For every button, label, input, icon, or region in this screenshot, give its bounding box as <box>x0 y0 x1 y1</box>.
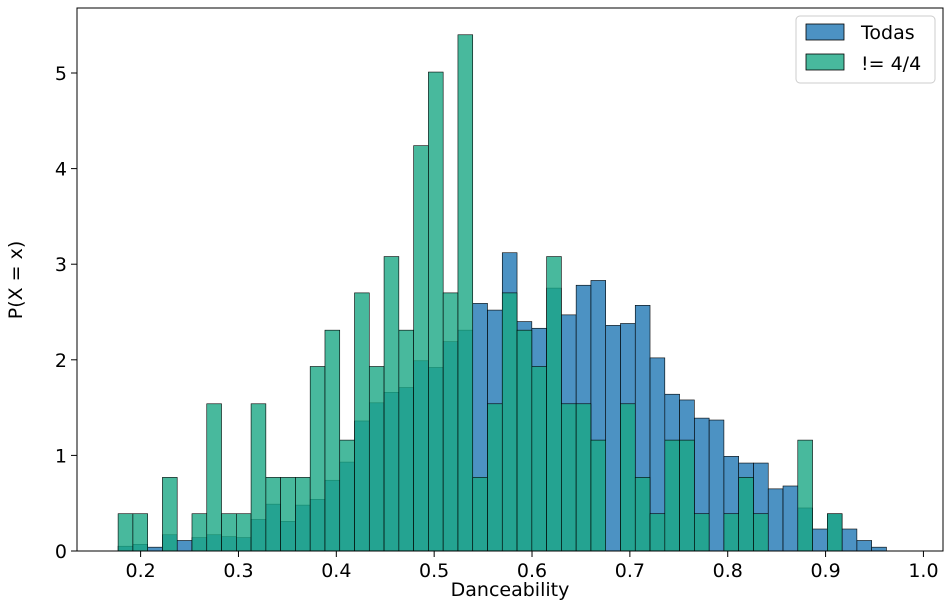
x-tick-label: 0.6 <box>517 560 547 582</box>
bar <box>472 477 488 552</box>
bar <box>516 329 533 552</box>
x-tick-label: 0.3 <box>223 560 253 582</box>
legend-label-not-4-4: != 4/4 <box>861 53 921 75</box>
bar <box>383 256 400 552</box>
bar <box>132 513 148 552</box>
legend: Todas != 4/4 <box>795 15 936 84</box>
bar <box>590 439 607 552</box>
bar <box>176 540 193 552</box>
legend-swatch-not-4-4 <box>805 53 845 71</box>
bar <box>280 477 296 552</box>
bar <box>339 439 355 552</box>
bar <box>723 513 739 552</box>
bar <box>605 325 621 552</box>
bar <box>649 513 666 552</box>
bar <box>457 34 474 552</box>
bar <box>162 477 178 552</box>
bar <box>413 145 429 552</box>
y-axis-ticks: 0 1 2 3 4 5 <box>55 63 77 563</box>
bar <box>324 329 341 552</box>
bars-group <box>117 34 887 552</box>
bar <box>664 439 680 552</box>
bar <box>827 513 843 552</box>
plot-frame <box>76 7 944 552</box>
bar <box>368 366 385 552</box>
bar <box>797 439 813 552</box>
x-tick-label: 0.4 <box>321 560 351 582</box>
bar <box>309 366 326 552</box>
bar <box>117 513 134 552</box>
bar <box>206 403 222 552</box>
bar <box>738 477 754 552</box>
legend-label-todas: Todas <box>860 22 915 44</box>
bar <box>295 477 311 552</box>
y-tick-label: 5 <box>55 63 67 85</box>
bar <box>354 292 370 552</box>
bar <box>856 540 872 552</box>
y-tick-label: 4 <box>55 159 67 181</box>
bar <box>634 477 651 552</box>
bar <box>546 256 562 552</box>
bar <box>561 403 577 552</box>
bar <box>767 488 784 552</box>
x-tick-label: 0.5 <box>419 560 449 582</box>
x-tick-label: 0.8 <box>713 560 743 582</box>
x-tick-label: 1.0 <box>908 560 938 582</box>
bar <box>871 546 887 552</box>
bar <box>575 403 592 552</box>
y-tick-label: 1 <box>55 445 67 467</box>
x-tick-label: 0.7 <box>615 560 645 582</box>
bar <box>398 329 414 552</box>
bar <box>812 528 828 552</box>
x-tick-label: 0.9 <box>810 560 840 582</box>
bar <box>147 546 163 552</box>
bar <box>694 513 710 552</box>
bar <box>250 403 267 552</box>
bar <box>191 513 208 552</box>
bar <box>236 513 252 552</box>
y-tick-label: 2 <box>55 350 67 372</box>
x-tick-label: 0.2 <box>125 560 155 582</box>
bar <box>442 292 459 552</box>
y-tick-label: 3 <box>55 254 67 276</box>
bar <box>487 403 503 552</box>
bar <box>753 513 769 552</box>
legend-swatch-todas <box>805 23 845 41</box>
bar <box>708 419 725 552</box>
y-tick-label: 0 <box>55 541 67 563</box>
y-axis-label: P(X = x) <box>5 241 27 320</box>
bar <box>428 71 444 552</box>
bar <box>501 292 518 552</box>
bar <box>265 477 281 552</box>
x-axis-label: Danceability <box>451 579 570 601</box>
x-axis-ticks: 0.2 0.3 0.4 0.5 0.6 0.7 0.8 0.9 1.0 <box>125 551 939 582</box>
bar <box>782 485 799 552</box>
bar <box>841 528 858 552</box>
bar <box>620 403 636 552</box>
bar <box>531 366 547 552</box>
bar <box>221 513 237 552</box>
bar <box>679 439 695 552</box>
